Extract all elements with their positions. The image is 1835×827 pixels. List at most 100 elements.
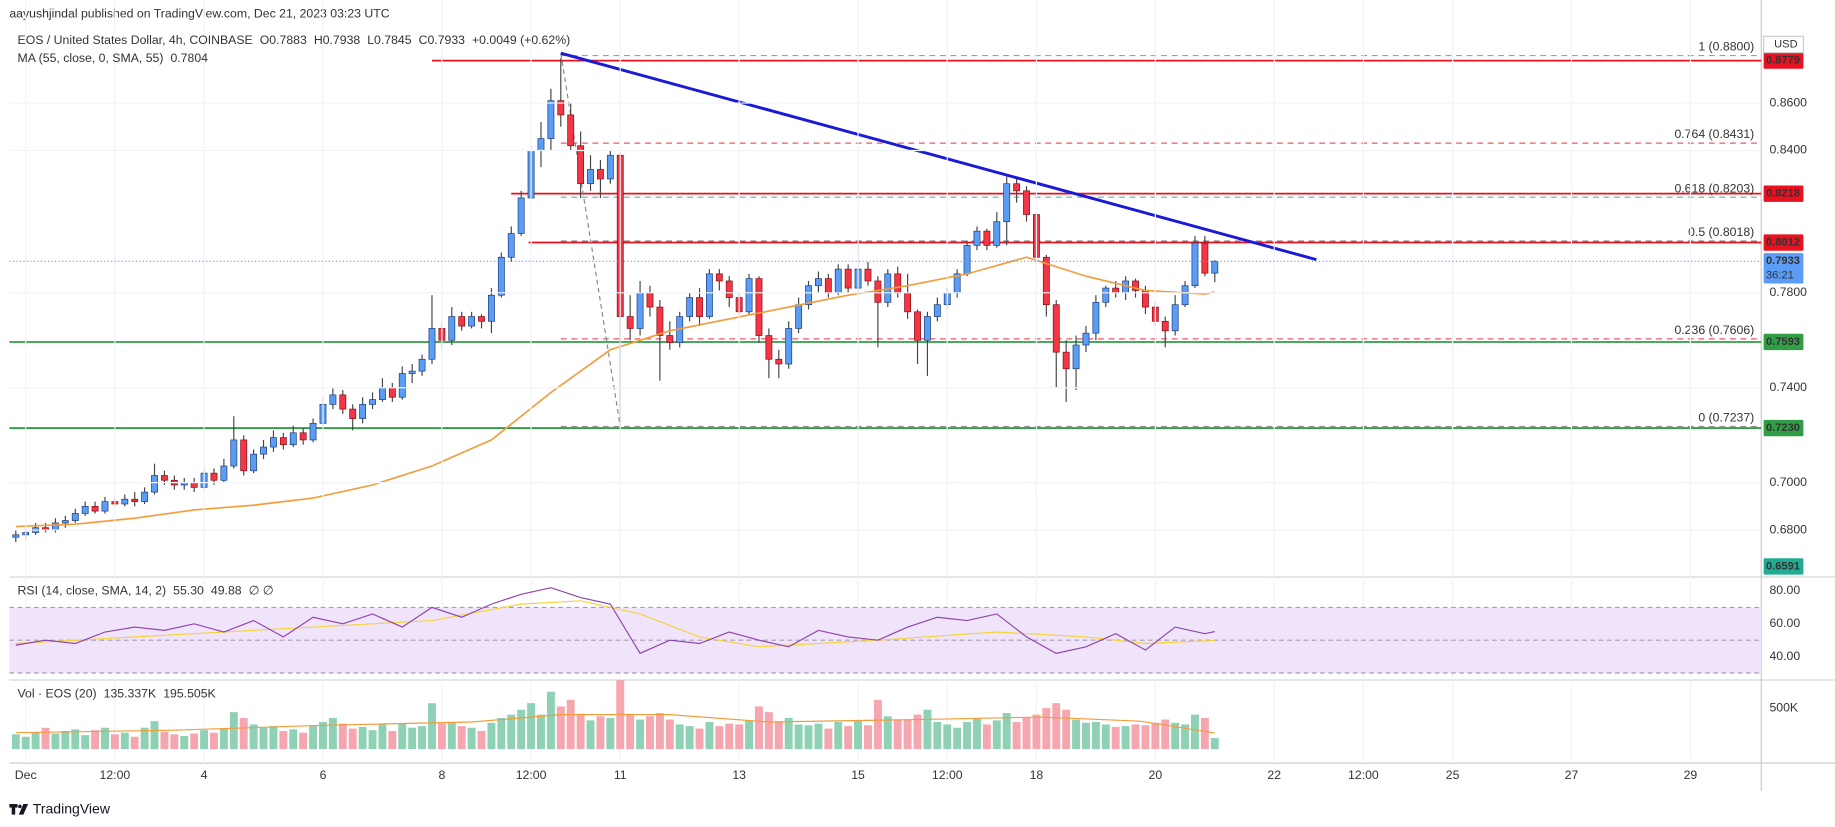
ma-name: MA (55, close, 0, SMA, 55): [18, 51, 164, 65]
volume-bar: [299, 732, 308, 750]
candle-body: [12, 534, 20, 538]
candle-body: [547, 100, 555, 139]
volume-bar: [1062, 709, 1071, 750]
volume-bar: [140, 727, 149, 750]
candle-body: [210, 472, 218, 481]
candle-body: [1092, 301, 1100, 334]
volume-value: 135.337K: [104, 686, 157, 700]
x-tick-label: Dec: [15, 768, 37, 782]
x-tick-label: 11: [614, 768, 627, 782]
candle-body: [1052, 304, 1060, 353]
ohlc-close: C0.7933: [419, 33, 466, 47]
candle-body: [329, 394, 337, 405]
candle-body: [666, 335, 674, 344]
volume-ma-value: 195.505K: [163, 686, 216, 700]
published-note: aayushjindal published on TradingView.co…: [9, 6, 389, 20]
fib-label: 0 (0.7237): [1698, 410, 1754, 424]
volume-bar: [675, 724, 684, 750]
volume-bar: [626, 713, 635, 750]
candle-body: [408, 370, 416, 374]
candle-body: [418, 358, 426, 372]
volume-bar: [1131, 724, 1140, 750]
volume-bar: [794, 724, 803, 750]
volume-bar: [546, 691, 555, 750]
candle-body: [131, 498, 139, 502]
last-price-label: 0.7933: [1766, 255, 1800, 267]
volume-bar: [873, 699, 882, 750]
fib-label: 1 (0.8800): [1698, 40, 1754, 54]
volume-bar: [477, 731, 486, 750]
candle-body: [597, 169, 604, 180]
candle-body: [1042, 256, 1050, 306]
footer-brand: TradingView: [33, 801, 111, 817]
volume-bar: [31, 732, 40, 750]
volume-name: Vol · EOS (20): [18, 686, 97, 700]
volume-bar: [428, 703, 436, 750]
candle-body: [379, 387, 386, 400]
candle-body: [577, 145, 585, 185]
candle-body: [91, 506, 99, 512]
candle-body: [1171, 304, 1179, 332]
volume-bar: [883, 716, 892, 750]
candle-body: [309, 422, 317, 441]
volume-bar: [854, 720, 863, 750]
x-tick-label: 12:00: [932, 768, 963, 782]
volume-bar: [51, 733, 60, 750]
candle-body: [1211, 260, 1219, 274]
candle-body: [1161, 320, 1169, 332]
candle-body: [973, 230, 981, 246]
volume-bar: [695, 728, 704, 750]
candle-body: [924, 316, 931, 341]
volume-bar: [1002, 712, 1011, 750]
x-tick-label: 18: [1030, 768, 1044, 782]
volume-bar: [893, 720, 902, 750]
candle-body: [448, 316, 456, 341]
volume-bar: [338, 723, 347, 750]
candle-body: [894, 273, 902, 294]
volume-bar: [636, 719, 645, 750]
volume-bar: [953, 727, 962, 750]
candle-body: [1082, 332, 1090, 346]
volume-bar: [368, 730, 377, 750]
volume-bar: [973, 718, 981, 750]
candle-body: [497, 256, 505, 296]
volume-bar: [1210, 737, 1219, 750]
rsi-tick-label: 40.00: [1769, 649, 1800, 663]
volume-bar: [745, 720, 754, 750]
countdown-label: 36:21: [1766, 269, 1794, 281]
y-tick-label: 0.7000: [1769, 475, 1807, 489]
candle-body: [1181, 285, 1189, 306]
candle-body: [507, 233, 515, 258]
candle-body: [914, 311, 921, 341]
volume-bar: [705, 722, 714, 750]
candle-body: [993, 221, 1001, 246]
currency-label: USD: [1774, 38, 1797, 50]
rsi-flags: ∅ ∅: [249, 583, 274, 597]
volume-bar: [1101, 724, 1110, 750]
volume-ma-line: [15, 714, 1215, 734]
candle-body: [1201, 242, 1209, 274]
x-tick-label: 20: [1149, 768, 1163, 782]
level-badge-label: 0.8012: [1766, 236, 1800, 248]
candle-body: [983, 230, 991, 246]
x-tick-label: 22: [1267, 768, 1281, 782]
level-badge-label: 0.8218: [1766, 188, 1800, 200]
currency-box: [1763, 35, 1804, 54]
candle-body: [121, 498, 129, 505]
volume-bar: [1012, 722, 1021, 750]
volume-bar: [774, 722, 783, 750]
level-badge: [1763, 333, 1804, 351]
volume-bar: [1072, 719, 1081, 750]
volume-bar: [1052, 703, 1061, 750]
candle-body: [190, 482, 198, 488]
candle-body: [1023, 190, 1030, 215]
fib-connector: [560, 53, 621, 427]
candle-body: [824, 278, 832, 294]
volume-bar: [963, 722, 972, 750]
ohlc-open: O0.7883: [260, 33, 307, 47]
candle-body: [567, 114, 575, 147]
candle-body: [715, 273, 723, 282]
candle-body: [656, 306, 664, 336]
candle-body: [230, 439, 238, 467]
volume-tick-label: 500K: [1769, 700, 1798, 714]
